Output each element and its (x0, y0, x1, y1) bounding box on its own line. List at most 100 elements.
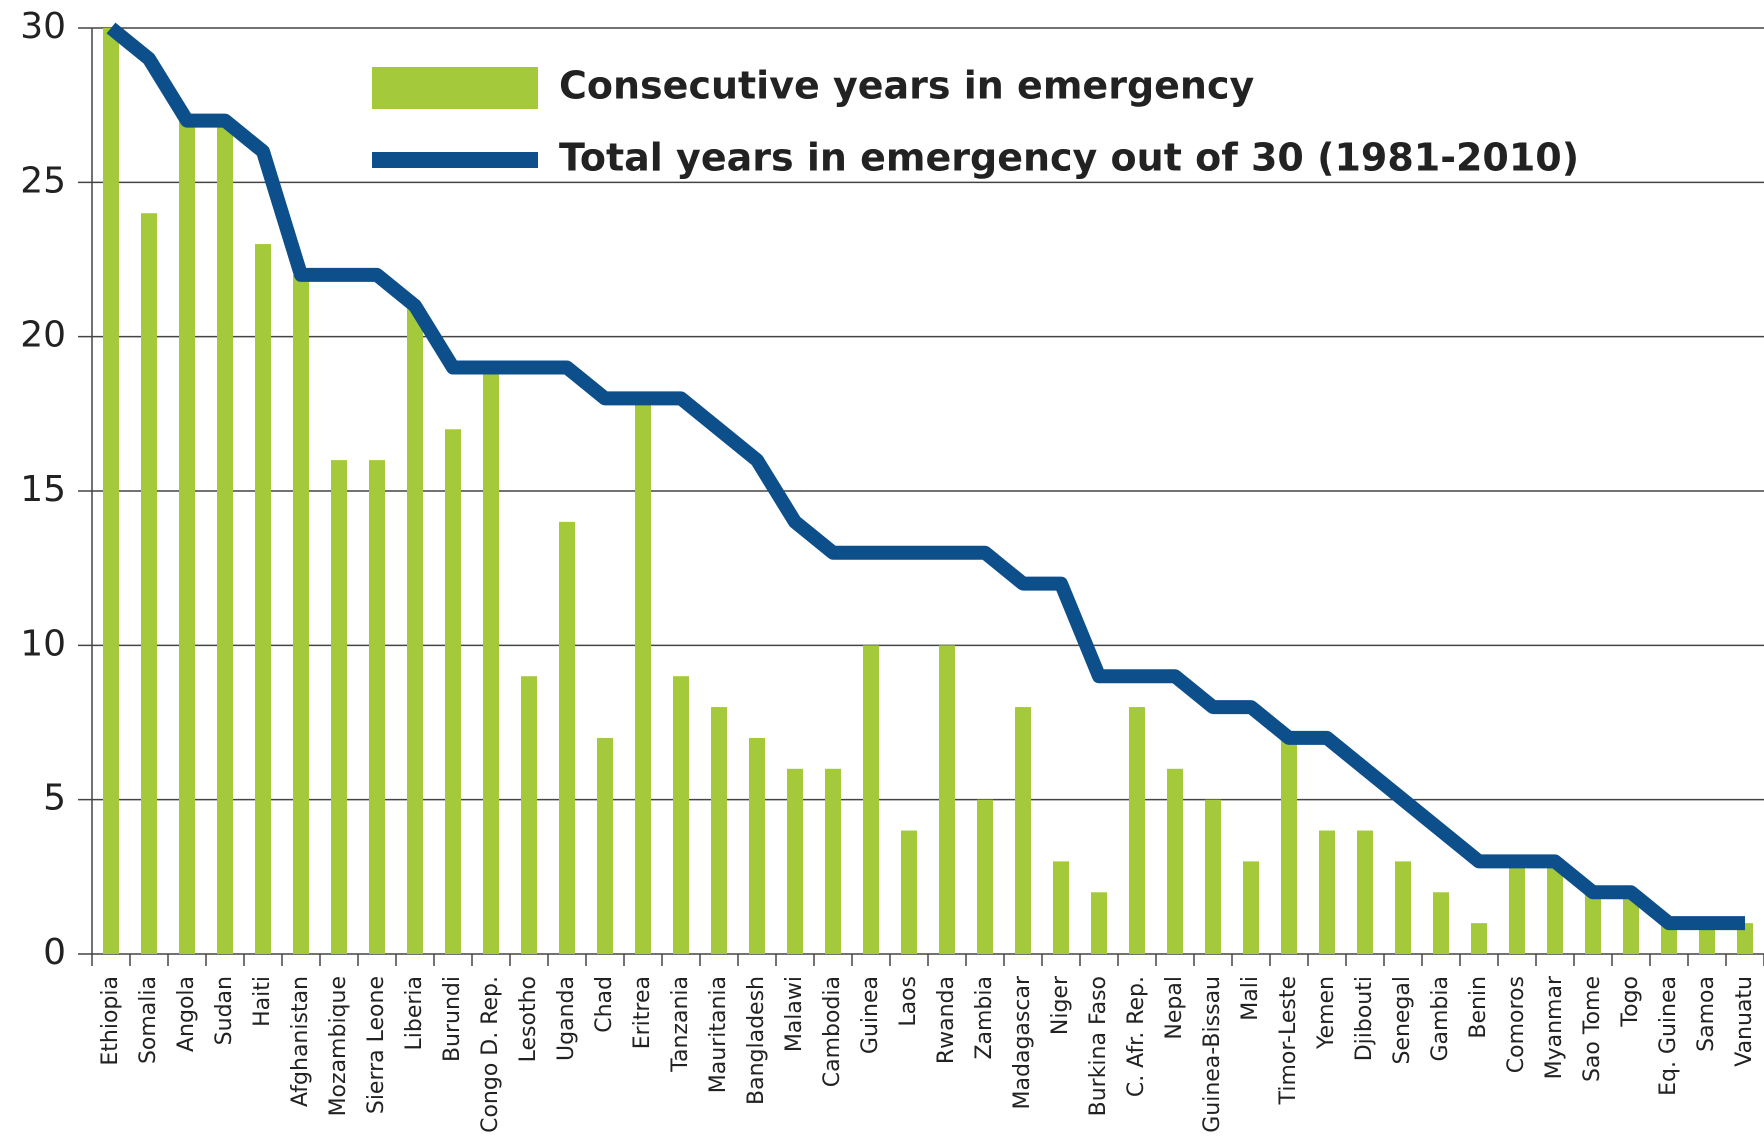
bar (1623, 892, 1639, 954)
x-tick-label: Nepal (1162, 976, 1187, 1040)
y-tick-label: 0 (43, 932, 66, 973)
x-tick-label: Senegal (1390, 976, 1415, 1065)
bar (217, 120, 233, 955)
x-tick-label: Chad (592, 976, 617, 1033)
y-tick-label: 25 (20, 160, 66, 201)
bar (369, 460, 385, 954)
x-tick-label: Tanzania (668, 976, 693, 1073)
x-tick-label: Eq. Guinea (1656, 976, 1681, 1096)
x-tick-label: Timor-Leste (1276, 976, 1301, 1105)
bar (141, 213, 157, 954)
bar (977, 799, 993, 954)
x-tick-label: C. Afr. Rep. (1124, 976, 1149, 1097)
x-tick-label: Zambia (972, 976, 997, 1060)
y-tick-label: 30 (20, 6, 66, 47)
x-tick-label: Laos (896, 976, 921, 1027)
x-tick-label: Guinea-Bissau (1200, 976, 1225, 1133)
y-tick-label: 5 (43, 778, 66, 819)
x-tick-label: Comoros (1504, 976, 1529, 1073)
bar (749, 737, 765, 954)
bar (445, 429, 461, 954)
x-tick-label: Ethiopia (98, 976, 123, 1066)
bar (1053, 861, 1069, 954)
bar (1699, 923, 1715, 954)
bar (179, 120, 195, 955)
y-tick-label: 15 (20, 469, 66, 510)
x-tick-label: Liberia (402, 976, 427, 1051)
bar (787, 768, 803, 954)
line (106, 22, 1745, 931)
x-tick-label: Guinea (858, 976, 883, 1054)
legend-label: Consecutive years in emergency (559, 64, 1254, 108)
bar (673, 676, 689, 954)
x-tick-label: Rwanda (934, 976, 959, 1064)
bar (1395, 861, 1411, 954)
bar (1319, 830, 1335, 954)
x-tick-label: Eritrea (630, 976, 655, 1049)
x-tick-label: Myanmar (1542, 975, 1567, 1079)
x-tick-label: Samoa (1694, 976, 1719, 1052)
bar (1471, 923, 1487, 954)
bar (1585, 892, 1601, 954)
x-tick-label: Benin (1466, 976, 1491, 1039)
bar (635, 398, 651, 954)
x-tick-label: Cambodia (820, 976, 845, 1087)
x-tick-label: Mali (1238, 976, 1263, 1021)
bar (1661, 923, 1677, 954)
bar (1243, 861, 1259, 954)
bar (255, 244, 271, 955)
x-tick-label: Somalia (136, 976, 161, 1064)
bar (939, 645, 955, 954)
x-tick-label: Uganda (554, 976, 579, 1061)
bar (597, 737, 613, 954)
bar (1357, 830, 1373, 954)
x-tick-label: Bangladesh (744, 976, 769, 1105)
x-tick-label: Afghanistan (288, 976, 313, 1107)
bar (293, 274, 309, 954)
x-tick-label: Angola (174, 976, 199, 1052)
bar (711, 707, 727, 954)
x-tick-label: Madagascar (1010, 975, 1035, 1109)
bar (1167, 768, 1183, 954)
x-tick-label: Mauritania (706, 976, 731, 1093)
x-tick-label: Togo (1618, 976, 1643, 1028)
bar (559, 521, 575, 954)
bar (331, 460, 347, 954)
bar (1205, 799, 1221, 954)
bar (407, 305, 423, 954)
y-tick-label: 20 (20, 315, 66, 356)
x-tick-label: Congo D. Rep. (478, 976, 503, 1133)
y-tick-label: 10 (20, 623, 66, 664)
bar (1509, 861, 1525, 954)
x-tick-label: Djibouti (1352, 976, 1377, 1061)
bar (1547, 861, 1563, 954)
bar (1737, 923, 1753, 954)
x-tick-label: Burkina Faso (1086, 976, 1111, 1116)
x-tick-label: Vanuatu (1732, 976, 1757, 1067)
bar (1281, 737, 1297, 954)
x-tick-label: Yemen (1314, 976, 1339, 1050)
x-tick-label: Niger (1048, 975, 1073, 1035)
bar (1091, 892, 1107, 954)
bar (901, 830, 917, 954)
bar (863, 645, 879, 954)
bar (1129, 707, 1145, 954)
bar (521, 676, 537, 954)
bar (483, 367, 499, 954)
x-tick-label: Malawi (782, 976, 807, 1052)
bar (1015, 707, 1031, 954)
x-tick-label: Sierra Leone (364, 976, 389, 1114)
x-tick-label: Sao Tome (1580, 976, 1605, 1082)
x-tick-label: Gambia (1428, 976, 1453, 1062)
legend-label: Total years in emergency out of 30 (1981… (559, 136, 1579, 180)
bar (825, 768, 841, 954)
x-tick-label: Lesotho (516, 976, 541, 1062)
bar (103, 28, 119, 954)
x-tick-label: Mozambique (326, 976, 351, 1116)
bar (1433, 892, 1449, 954)
x-tick-label: Sudan (212, 976, 237, 1045)
legend-swatch (372, 67, 538, 109)
x-tick-label: Burundi (440, 976, 465, 1062)
x-tick-label: Haiti (250, 976, 275, 1027)
